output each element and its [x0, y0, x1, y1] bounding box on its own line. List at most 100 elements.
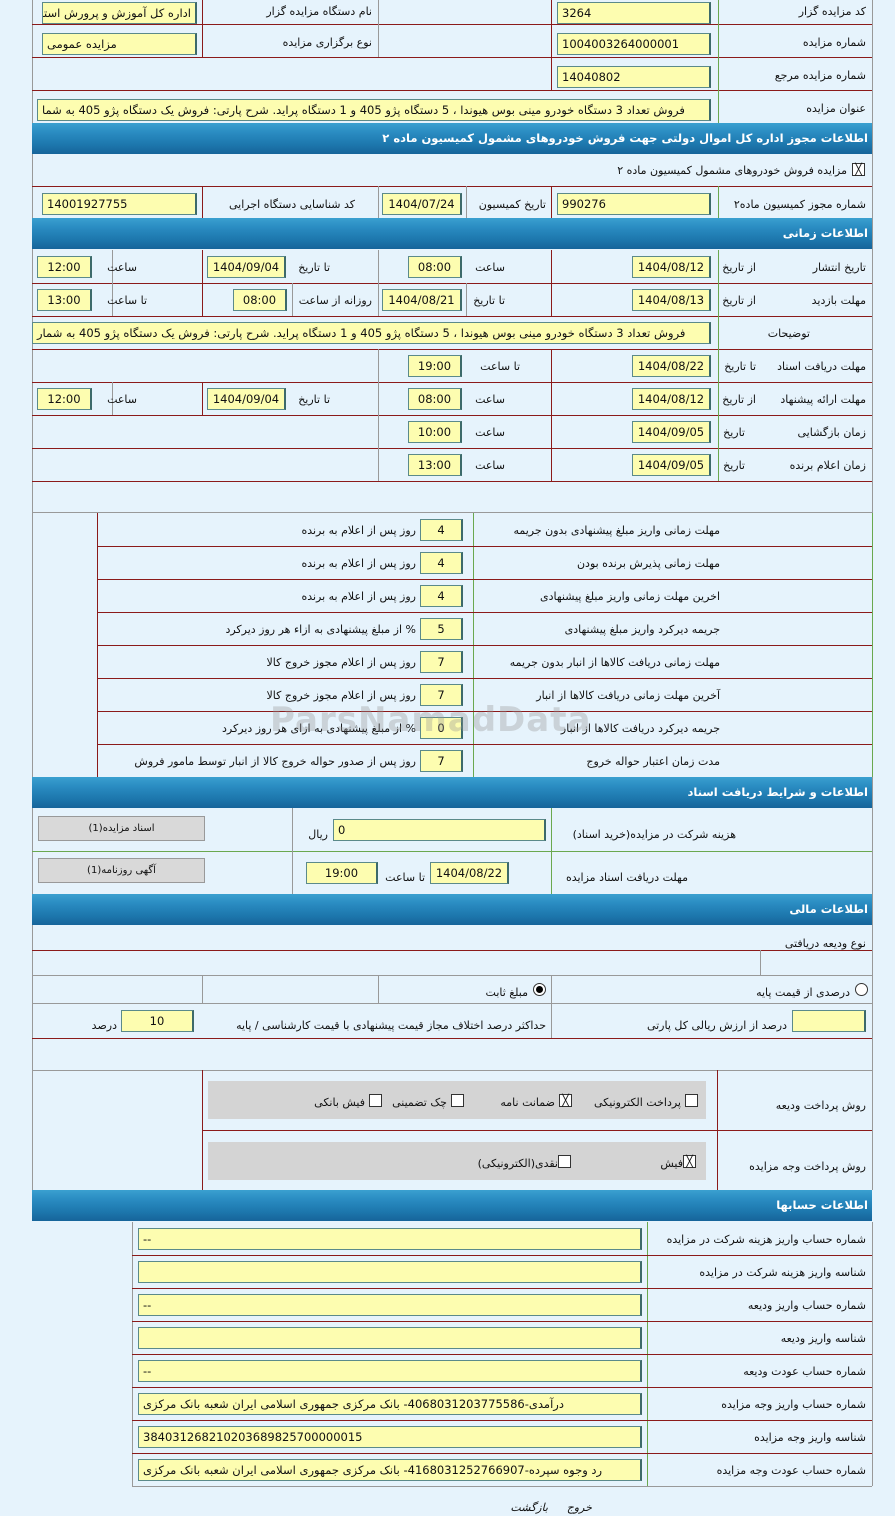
deadline-value[interactable]: 4 [420, 519, 463, 541]
permit-number-field[interactable]: 990276 [557, 193, 711, 215]
deadline-value[interactable]: 5 [420, 618, 463, 640]
opening-time[interactable]: 10:00 [408, 421, 462, 443]
docs-download-deadline-label: مهلت دریافت اسناد مزایده [565, 871, 688, 884]
divider [32, 349, 872, 350]
exit-link[interactable]: خروج [566, 1501, 592, 1514]
opening-time-label: ساعت [475, 426, 505, 439]
divider [97, 711, 872, 712]
auctioneer-code-field[interactable]: 3264 [557, 2, 711, 24]
exec-code-field[interactable]: 14001927755 [42, 193, 197, 215]
visit-to-time[interactable]: 13:00 [37, 289, 92, 311]
reference-number-label: شماره مزایده مرجع [774, 69, 866, 82]
description-label: توضیحات [767, 327, 810, 340]
license-checkbox[interactable]: ╳ [852, 163, 865, 176]
divider [551, 415, 552, 448]
divider [132, 1354, 872, 1355]
divider [32, 24, 872, 25]
auction-title-label: عنوان مزایده [806, 102, 866, 115]
publish-from-time[interactable]: 08:00 [408, 256, 462, 278]
divider [32, 950, 872, 951]
account-field[interactable]: -- [138, 1294, 642, 1316]
publish-to-date[interactable]: 1404/09/04 [207, 256, 286, 278]
offer-to-date[interactable]: 1404/09/04 [207, 388, 286, 410]
fixed-amount-radio[interactable] [533, 983, 546, 996]
max-diff-label: حداکثر درصد اختلاف مجاز قیمت پیشنهادی با… [236, 1019, 546, 1032]
auction-number-field[interactable]: 1004003264000001 [557, 33, 711, 55]
docs-download-date[interactable]: 1404/08/22 [430, 862, 509, 884]
deadline-unit: روز پس از اعلام مجوز خروج کالا [266, 689, 417, 702]
divider [551, 250, 552, 283]
offer-from-date[interactable]: 1404/08/12 [632, 388, 711, 410]
divider [551, 0, 552, 90]
deadline-value[interactable]: 7 [420, 750, 463, 772]
divider [551, 448, 552, 481]
auction-payment-option-checkbox[interactable] [558, 1155, 571, 1168]
divider [112, 250, 113, 283]
publish-to-time[interactable]: 12:00 [37, 256, 92, 278]
divider [32, 481, 872, 482]
deadline-label: مهلت زمانی واریز مبلغ پیشنهادی بدون جریم… [513, 524, 720, 537]
offer-to-time[interactable]: 12:00 [37, 388, 92, 410]
visit-to-date[interactable]: 1404/08/21 [382, 289, 462, 311]
percent-field[interactable] [792, 1010, 866, 1032]
divider [32, 283, 872, 284]
winner-date[interactable]: 1404/09/05 [632, 454, 711, 476]
auction-payment-method-label: روش پرداخت وجه مزایده [749, 1160, 866, 1173]
docs-deadline-date[interactable]: 1404/08/22 [632, 355, 711, 377]
reference-number-field[interactable]: 14040802 [557, 66, 711, 88]
divider [551, 382, 552, 415]
auction-title-field[interactable]: فروش تعداد 3 دستگاه خودرو مینی بوس هیوند… [37, 99, 711, 121]
account-field[interactable]: -- [138, 1228, 642, 1250]
deadline-value[interactable]: 7 [420, 651, 463, 673]
divider [32, 316, 872, 317]
account-field[interactable]: 384031268210203689825700000015 [138, 1426, 642, 1448]
deadline-value[interactable]: 4 [420, 585, 463, 607]
divider [872, 513, 873, 777]
deadline-value[interactable]: 4 [420, 552, 463, 574]
account-field[interactable]: درآمدی-4068031203775586- بانک مرکزی جمهو… [138, 1393, 642, 1415]
account-field[interactable] [138, 1261, 642, 1283]
holding-type-field[interactable]: مزایده عمومی [42, 33, 197, 55]
fee-field[interactable]: 0 [333, 819, 546, 841]
offer-from-time[interactable]: 08:00 [408, 388, 462, 410]
divider [132, 1453, 872, 1454]
divider [718, 186, 719, 218]
opening-date[interactable]: 1404/09/05 [632, 421, 711, 443]
divider [202, 0, 203, 57]
deadline-label: جریمه دیرکرد دریافت کالاها از انبار [560, 722, 720, 735]
accounts-section-header: اطلاعات حسابها [32, 1190, 872, 1221]
description-field[interactable]: فروش تعداد 3 دستگاه خودرو مینی بوس هیوند… [32, 322, 711, 344]
deadline-value[interactable]: 7 [420, 684, 463, 706]
divider [718, 250, 719, 481]
docs-deadline-time[interactable]: 19:00 [408, 355, 462, 377]
percent-radio[interactable] [855, 983, 868, 996]
deposit-option-checkbox[interactable] [369, 1094, 382, 1107]
account-field[interactable] [138, 1327, 642, 1349]
account-field[interactable]: رد وجوه سپرده-4168031252766907- بانک مرک… [138, 1459, 642, 1481]
account-field[interactable]: -- [138, 1360, 642, 1382]
max-diff-field[interactable]: 10 [121, 1010, 194, 1032]
docs-deadline-to-label: تا تاریخ [724, 360, 756, 373]
deadline-value[interactable]: 0 [420, 717, 463, 739]
publish-from-date[interactable]: 1404/08/12 [632, 256, 711, 278]
divider [32, 975, 872, 976]
visit-from-date[interactable]: 1404/08/13 [632, 289, 711, 311]
newspaper-ad-button[interactable]: آگهی روزنامه(1) [38, 858, 205, 883]
auction-documents-button[interactable]: اسناد مزایده(1) [38, 816, 205, 841]
commission-date-field[interactable]: 1404/07/24 [382, 193, 462, 215]
divider [551, 283, 552, 316]
exec-code-label: کد شناسایی دستگاه اجرایی [228, 198, 355, 211]
winner-time[interactable]: 13:00 [408, 454, 462, 476]
holding-type-label: نوع برگزاری مزایده [282, 36, 372, 49]
deposit-option-checkbox[interactable] [685, 1094, 698, 1107]
divider [32, 415, 872, 416]
deposit-option-checkbox[interactable]: ╳ [559, 1094, 572, 1107]
deposit-option-checkbox[interactable] [451, 1094, 464, 1107]
divider [132, 1486, 872, 1487]
back-link[interactable]: بازگشت [510, 1501, 548, 1514]
divider [97, 546, 872, 547]
auction-payment-option-checkbox[interactable]: ╳ [683, 1155, 696, 1168]
auctioneer-name-field[interactable]: اداره کل آموزش و پرورش استا [42, 2, 197, 24]
visit-daily-from-time[interactable]: 08:00 [233, 289, 287, 311]
docs-download-time[interactable]: 19:00 [306, 862, 378, 884]
